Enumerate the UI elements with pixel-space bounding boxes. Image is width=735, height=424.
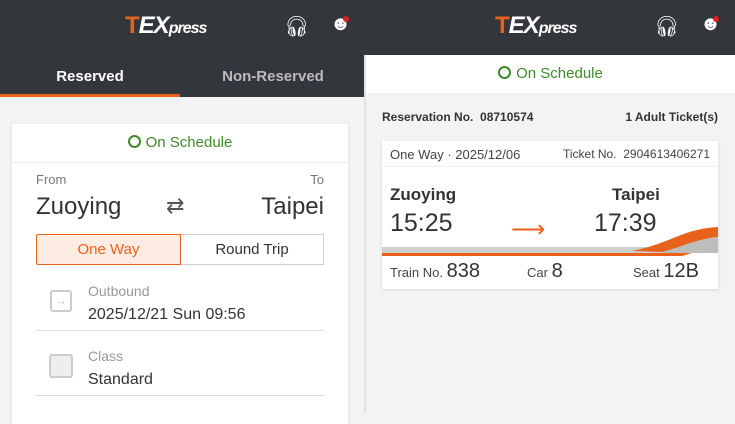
from-label: From (36, 172, 67, 187)
seat-number: Seat 12B (633, 260, 699, 282)
customer-service-icon[interactable]: 🎧︎ (284, 16, 310, 38)
arrival-station: Taipei (612, 185, 660, 204)
tab-non-reserved[interactable]: Non-Reserved (222, 68, 324, 85)
to-label: To (310, 172, 324, 187)
direction-arrow-icon: ⟶ (511, 216, 546, 243)
class-label: Class (88, 348, 124, 364)
status-badge: On Schedule (366, 65, 735, 82)
ticket-card[interactable]: One Way · 2025/12/06 Ticket No. 29046134… (382, 141, 718, 289)
orange-stripe (382, 253, 692, 256)
reservation-number: Reservation No. 08710574 (382, 110, 534, 124)
status-badge: On Schedule (12, 134, 348, 151)
status-circle-icon (498, 66, 512, 79)
right-header (366, 0, 735, 55)
status-bar (366, 55, 735, 93)
from-station[interactable]: Zuoying (36, 193, 122, 220)
outbound-value[interactable]: 2025/12/21 Sun 09:56 (88, 306, 246, 323)
departure-time: 15:25 (390, 209, 453, 237)
calendar-icon: → (50, 290, 72, 312)
divider (36, 330, 324, 331)
left-header (0, 0, 366, 97)
orange-wave (632, 227, 718, 252)
seat-class-icon (49, 354, 73, 378)
to-station[interactable]: Taipei (261, 193, 324, 220)
round-trip-button[interactable]: Round Trip (181, 234, 324, 265)
one-way-button[interactable]: One Way (36, 234, 181, 265)
tab-reserved[interactable]: Reserved (56, 68, 124, 85)
panel-divider (364, 55, 366, 413)
customer-service-icon[interactable]: 🎧︎ (654, 16, 680, 38)
class-value[interactable]: Standard (88, 371, 153, 388)
train-stripe-graphic (382, 227, 718, 256)
divider (36, 395, 324, 396)
arrival-time: 17:39 (594, 209, 657, 237)
divider (382, 166, 718, 167)
car-number: Car 8 (527, 260, 563, 282)
active-tab-indicator (0, 94, 180, 97)
texpress-logo: TEXpress (495, 12, 577, 39)
departure-station: Zuoying (390, 185, 457, 204)
booking-card (12, 124, 348, 424)
status-circle-icon (127, 135, 141, 148)
outbound-label: Outbound (88, 283, 150, 299)
ticket-trip-date: One Way · 2025/12/06 (390, 147, 521, 162)
ticket-number: Ticket No. 2904613406271 (562, 147, 710, 161)
divider (12, 162, 348, 163)
ticket-count: 1 Adult Ticket(s) (625, 110, 718, 124)
notification-dot (343, 16, 349, 22)
texpress-logo: TEXpress (125, 12, 207, 39)
gray-stripe (382, 247, 718, 253)
swap-stations-icon[interactable]: ⇄ (166, 193, 185, 218)
notification-dot (713, 16, 719, 22)
train-number: Train No. 838 (390, 260, 480, 282)
gray-wave (662, 237, 718, 253)
